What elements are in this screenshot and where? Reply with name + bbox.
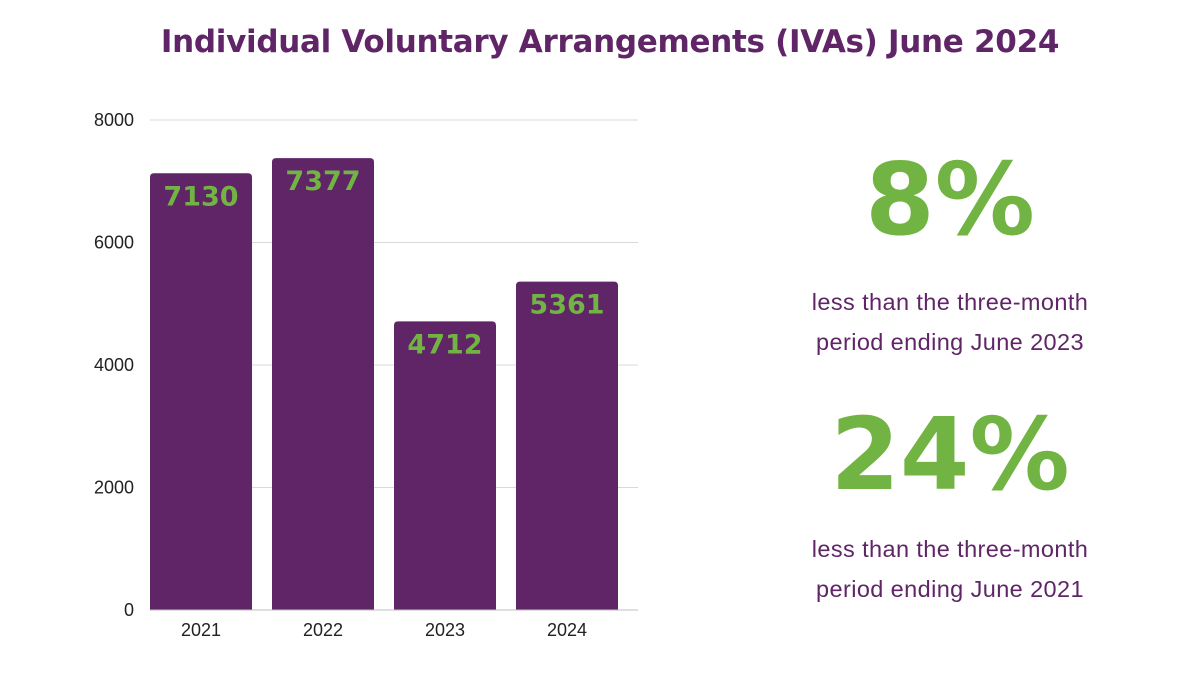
stat-caption-2-line-2: period ending June 2021 — [816, 576, 1084, 602]
bar-2023 — [394, 321, 496, 610]
y-tick-label: 4000 — [94, 355, 134, 375]
stat-caption-2: less than the three-month period ending … — [730, 529, 1170, 609]
data-label-2023: 4712 — [407, 329, 482, 360]
stat-caption-1-line-1: less than the three-month — [811, 289, 1089, 315]
data-label-2022: 7377 — [285, 166, 360, 197]
stat-caption-1-line-2: period ending June 2023 — [816, 329, 1084, 355]
x-tick-label: 2023 — [425, 620, 465, 640]
stat-block-1: 8% less than the three-month period endi… — [730, 150, 1170, 362]
bar-chart: 0 2000 4000 6000 8000 7130 2021 7377 2022 4712 202… — [94, 110, 638, 640]
bar-2022 — [272, 158, 374, 610]
data-label-2021: 7130 — [163, 181, 238, 212]
x-tick-label: 2024 — [547, 620, 587, 640]
y-tick-label: 2000 — [94, 478, 134, 498]
x-tick-label: 2022 — [303, 620, 343, 640]
chart-title: Individual Voluntary Arrangements (IVAs)… — [160, 24, 1060, 60]
bar-2021 — [150, 173, 252, 610]
stat-caption-2-line-1: less than the three-month — [811, 536, 1089, 562]
stat-value-2: 24% — [830, 396, 1070, 513]
bar-2024 — [516, 281, 618, 610]
stat-block-2: 24% less than the three-month period end… — [730, 405, 1170, 609]
y-tick-label: 8000 — [94, 110, 134, 130]
y-tick-label: 0 — [124, 600, 134, 620]
stat-caption-1: less than the three-month period ending … — [730, 282, 1170, 362]
x-tick-label: 2021 — [181, 620, 221, 640]
data-label-2024: 5361 — [529, 290, 604, 321]
y-tick-label: 6000 — [94, 233, 134, 253]
stat-value-1: 8% — [865, 141, 1035, 258]
